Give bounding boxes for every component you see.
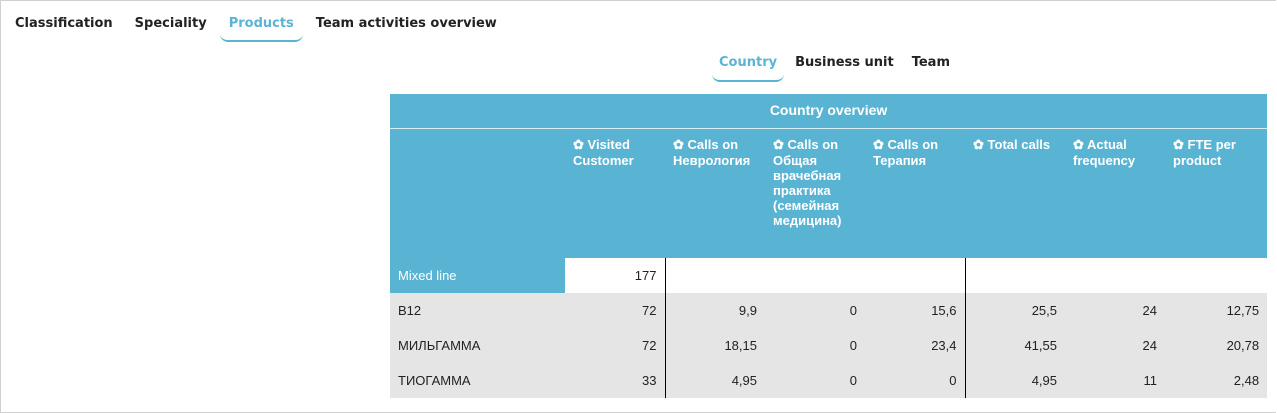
table-cell: 25,5 <box>965 293 1065 328</box>
tab-business-unit[interactable]: Business unit <box>795 55 894 70</box>
table-cell: 12,75 <box>1165 293 1268 328</box>
table-cell: 24 <box>1065 328 1165 363</box>
tab-classification[interactable]: Classification <box>15 16 113 31</box>
tab-team-activities-overview[interactable]: Team activities overview <box>315 16 497 31</box>
tab-products[interactable]: Products <box>219 16 303 42</box>
gear-icon[interactable]: ✿ <box>673 137 684 152</box>
table-cell <box>865 258 966 293</box>
gear-icon[interactable]: ✿ <box>573 137 584 152</box>
column-header[interactable]: ✿ Calls on Неврология <box>665 128 765 258</box>
column-header[interactable]: ✿ Calls on Общая врачебная практика (сем… <box>765 128 865 258</box>
table-cell: 0 <box>765 293 865 328</box>
table-cell: 177 <box>565 258 666 293</box>
table-cell: 72 <box>565 328 666 363</box>
table-row: Mixed line 177 <box>390 258 1268 293</box>
gear-icon[interactable]: ✿ <box>973 137 984 152</box>
column-header-label: Total calls <box>987 137 1051 152</box>
table-title: Country overview <box>390 94 1268 129</box>
column-header-label: Visited Customer <box>573 137 634 168</box>
column-header-label: FTE per product <box>1173 137 1236 168</box>
row-label: B12 <box>390 293 565 328</box>
table-cell: 0 <box>765 363 865 398</box>
column-header[interactable]: ✿ Actual frequency <box>1065 128 1165 258</box>
row-label: ТИОГАММА <box>390 363 565 398</box>
table-cell <box>765 258 865 293</box>
table-cell: 72 <box>565 293 666 328</box>
table-cell: 4,95 <box>665 363 765 398</box>
sub-tabs: Country Business unit Team <box>712 55 961 82</box>
empty-header <box>390 128 565 258</box>
country-overview-table: Country overview ✿ Visited Customer ✿ Cal… <box>390 94 1268 398</box>
tab-country[interactable]: Country <box>712 55 785 82</box>
table-cell: 9,9 <box>665 293 765 328</box>
table-cell: 23,4 <box>865 328 966 363</box>
table-cell: 2,48 <box>1165 363 1268 398</box>
column-header[interactable]: ✿ Calls on Терапия <box>865 128 965 258</box>
column-header-label: Calls on Неврология <box>673 137 751 168</box>
main-tabs: Classification Speciality Products Team … <box>6 16 510 42</box>
table-cell <box>965 258 1065 293</box>
row-label: Mixed line <box>390 258 565 293</box>
table-row: МИЛЬГАММА 72 18,15 0 23,4 41,55 24 20,78 <box>390 328 1268 363</box>
table-cell <box>665 258 765 293</box>
tab-team[interactable]: Team <box>911 55 950 70</box>
column-header-label: Actual frequency <box>1073 137 1136 168</box>
table-cell: 4,95 <box>965 363 1065 398</box>
gear-icon[interactable]: ✿ <box>1073 137 1084 152</box>
gear-icon[interactable]: ✿ <box>773 137 784 152</box>
row-label: МИЛЬГАММА <box>390 328 565 363</box>
table-cell <box>1065 258 1165 293</box>
column-header[interactable]: ✿ Total calls <box>965 128 1065 258</box>
table-cell: 18,15 <box>665 328 765 363</box>
table-cell: 15,6 <box>865 293 966 328</box>
table-cell: 11 <box>1065 363 1165 398</box>
table-cell: 20,78 <box>1165 328 1268 363</box>
tab-speciality[interactable]: Speciality <box>134 16 207 31</box>
gear-icon[interactable]: ✿ <box>1173 137 1184 152</box>
column-header[interactable]: ✿ FTE per product <box>1165 128 1268 258</box>
table-row: B12 72 9,9 0 15,6 25,5 24 12,75 <box>390 293 1268 328</box>
table-cell: 0 <box>865 363 966 398</box>
table-cell <box>1165 258 1268 293</box>
table-cell: 41,55 <box>965 328 1065 363</box>
table-cell: 0 <box>765 328 865 363</box>
column-header-label: Calls on Общая врачебная практика (семей… <box>773 137 842 228</box>
table-row: ТИОГАММА 33 4,95 0 0 4,95 11 2,48 <box>390 363 1268 398</box>
column-header-label: Calls on Терапия <box>873 137 939 168</box>
table-cell: 33 <box>565 363 666 398</box>
table-cell: 24 <box>1065 293 1165 328</box>
gear-icon[interactable]: ✿ <box>873 137 884 152</box>
column-header[interactable]: ✿ Visited Customer <box>565 128 665 258</box>
